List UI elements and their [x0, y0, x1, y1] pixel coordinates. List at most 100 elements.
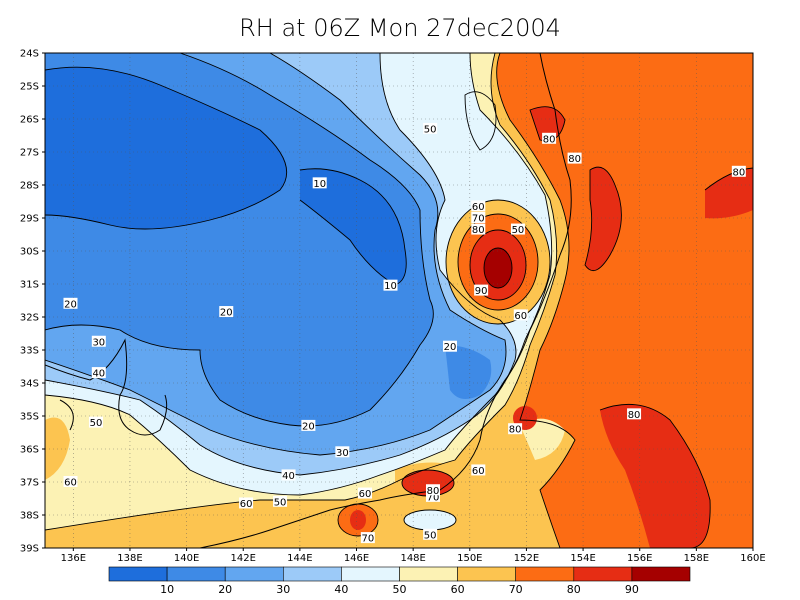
svg-text:60: 60 [64, 478, 77, 489]
lat-label: 28S [20, 181, 39, 192]
svg-text:60: 60 [240, 499, 253, 510]
contour-label: 40 [281, 469, 296, 482]
svg-text:60: 60 [472, 466, 485, 477]
lon-label: 158E [684, 553, 709, 564]
svg-text:20: 20 [444, 342, 457, 353]
colorbar-swatch [573, 566, 633, 582]
svg-text:50: 50 [274, 497, 287, 508]
colorbar-label: 60 [451, 583, 465, 596]
contour-label: 60 [63, 476, 78, 489]
svg-text:80: 80 [543, 134, 556, 145]
contour-label: 50 [88, 416, 103, 429]
lon-label: 160E [740, 553, 765, 564]
contour-lines [45, 53, 753, 548]
svg-text:30: 30 [336, 448, 349, 459]
colorbar-swatch [224, 566, 284, 582]
colorbar-swatch [631, 566, 691, 582]
contour-value-labels: 10 10 20 20 20 20 30 30 40 40 50 50 50 50 50 60 60 60 60 60… [63, 122, 746, 545]
contour-label: 20 [442, 340, 457, 353]
contour-label: 60 [239, 497, 254, 510]
lat-label: 29S [20, 214, 39, 225]
coastline [45, 53, 572, 548]
lon-label: 150E [457, 553, 482, 564]
contour-label: 30 [335, 446, 350, 459]
svg-text:50: 50 [512, 225, 525, 236]
filled-contours [45, 53, 753, 548]
fill-10-core [45, 67, 287, 230]
contour-label: 10 [383, 279, 398, 292]
contour-label: 60 [513, 309, 528, 322]
svg-text:20: 20 [64, 299, 77, 310]
contour-label: 20 [301, 419, 316, 432]
lon-label: 140E [174, 553, 199, 564]
colorbar-label: 80 [567, 583, 581, 596]
contour-label: 50 [423, 528, 438, 541]
lat-label: 27S [20, 148, 39, 159]
colorbar-label: 50 [393, 583, 407, 596]
lon-label: 156E [627, 553, 652, 564]
svg-text:80: 80 [427, 486, 440, 497]
dotted-grid [45, 53, 753, 548]
svg-text:60: 60 [514, 311, 527, 322]
lon-label: 146E [344, 553, 369, 564]
contour-label: 80 [471, 223, 486, 236]
lon-label: 148E [400, 553, 425, 564]
lat-label: 24S [20, 49, 39, 60]
blob-100-north [484, 248, 512, 288]
svg-text:20: 20 [302, 421, 315, 432]
lat-label: 30S [20, 247, 39, 258]
contour-label: 40 [91, 367, 106, 380]
lat-label: 34S [20, 379, 39, 390]
longitude-labels: 136E 138E 140E 142E 144E 146E 148E 150E 152E 154E… [61, 548, 766, 564]
fill-90-n-coast [530, 106, 565, 141]
svg-text:60: 60 [359, 489, 372, 500]
lat-label: 32S [20, 313, 39, 324]
colorbar-swatch [457, 566, 517, 582]
svg-text:80: 80 [628, 410, 641, 421]
lon-label: 142E [231, 553, 256, 564]
svg-text:40: 40 [282, 471, 295, 482]
fill-10-east [300, 168, 407, 285]
svg-text:30: 30 [92, 337, 105, 348]
lat-label: 35S [20, 412, 39, 423]
colorbar-swatch [166, 566, 226, 582]
colorbar-label: 20 [218, 583, 232, 596]
colorbar-swatch [341, 566, 400, 582]
svg-text:50: 50 [424, 530, 437, 541]
colorbar-label: 30 [276, 583, 290, 596]
contour-label: 80 [542, 132, 557, 145]
svg-text:80: 80 [732, 167, 745, 178]
svg-text:80: 80 [568, 154, 581, 165]
colorbar: 10 20 30 40 50 60 70 80 90 [108, 566, 691, 596]
lat-label: 36S [20, 445, 39, 456]
lon-label: 144E [287, 553, 312, 564]
fill-90-southeast [600, 404, 711, 548]
lat-label: 26S [20, 115, 39, 126]
contour-label: 80 [627, 408, 642, 421]
svg-text:60: 60 [472, 202, 485, 213]
contour-label: 50 [423, 122, 438, 135]
colorbar-label: 40 [334, 583, 348, 596]
svg-text:80: 80 [472, 225, 485, 236]
svg-text:10: 10 [313, 179, 326, 190]
lon-label: 154E [570, 553, 595, 564]
svg-text:70: 70 [427, 492, 440, 503]
contour-label: 60 [471, 464, 486, 477]
svg-text:50: 50 [424, 124, 437, 135]
lat-label: 31S [20, 280, 39, 291]
colorbar-swatch [282, 566, 342, 582]
contour-label: 80 [731, 165, 746, 178]
contour-label: 70 [360, 532, 375, 545]
lat-label: 25S [20, 82, 39, 93]
colorbar-swatch [399, 566, 458, 582]
coastal-60 [520, 418, 565, 460]
svg-text:90: 90 [475, 286, 488, 297]
contour-label: 10 [312, 177, 327, 190]
colorbar-label: 10 [160, 583, 174, 596]
lon-label: 138E [117, 553, 142, 564]
contour-label: 80 [567, 152, 582, 165]
contour-label: 60 [358, 487, 373, 500]
fill-70-sw [205, 516, 289, 548]
lat-label: 38S [20, 511, 39, 522]
